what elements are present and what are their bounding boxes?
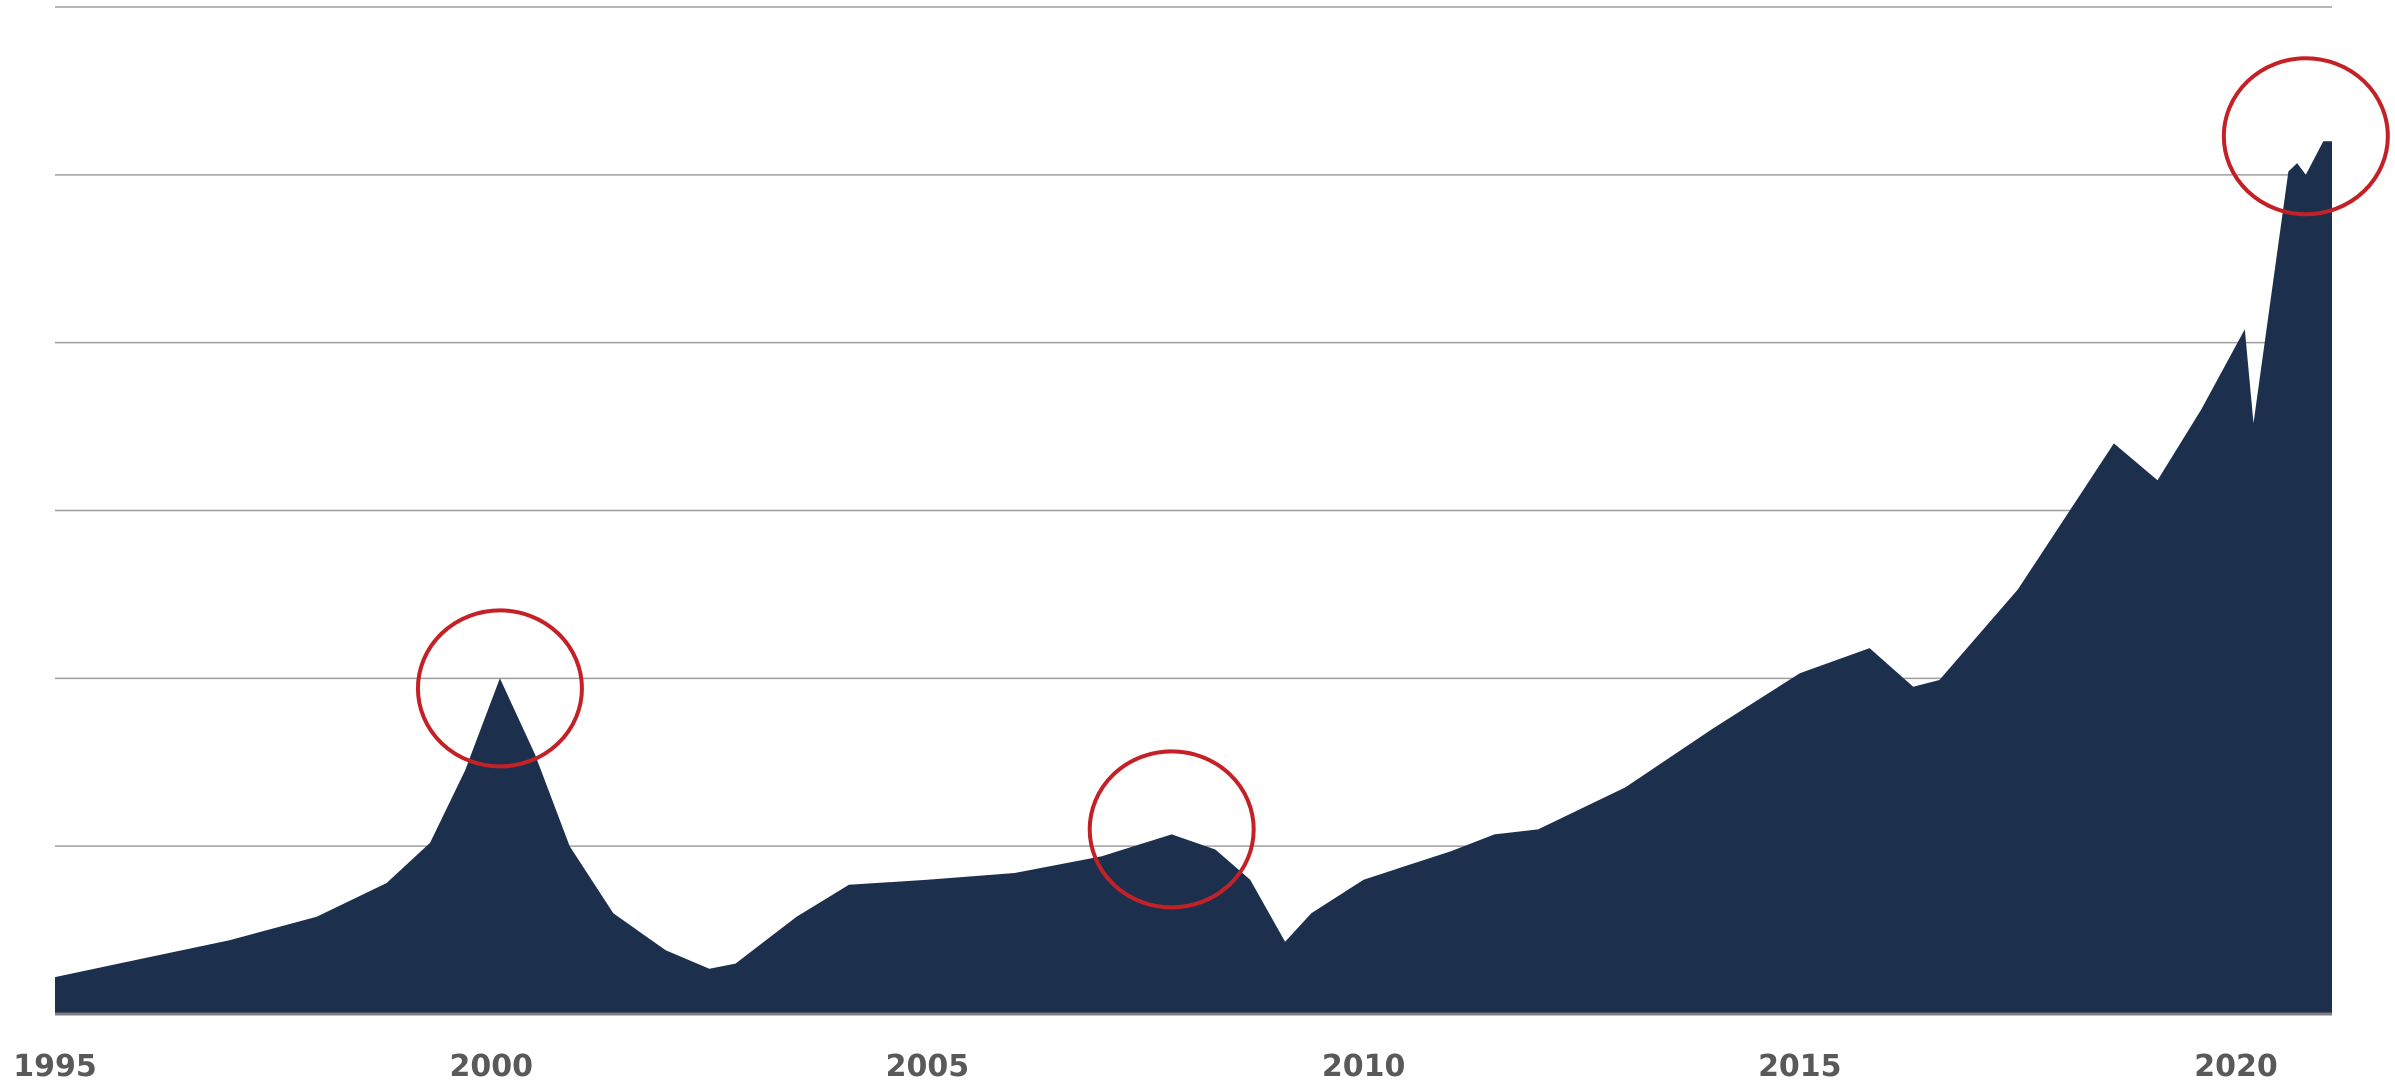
x-tick-label-2015: 2015 [1758, 1049, 1842, 1084]
x-axis-tick-labels: 1995 2000 2005 2010 2015 2020 [13, 1049, 2278, 1084]
highlight-circles [415, 56, 2390, 910]
highlight-circle-3 [2221, 56, 2390, 217]
highlight-circle-1 [415, 608, 584, 769]
x-tick-label-2000: 2000 [449, 1049, 533, 1084]
highlight-circle-2 [1087, 749, 1256, 910]
series-area [55, 141, 2332, 1015]
x-tick-label-2010: 2010 [1322, 1049, 1406, 1084]
x-tick-label-2020: 2020 [2194, 1049, 2278, 1084]
area-layer [55, 141, 2332, 1015]
x-tick-label-1995: 1995 [13, 1049, 97, 1084]
x-tick-label-2005: 2005 [886, 1049, 970, 1084]
